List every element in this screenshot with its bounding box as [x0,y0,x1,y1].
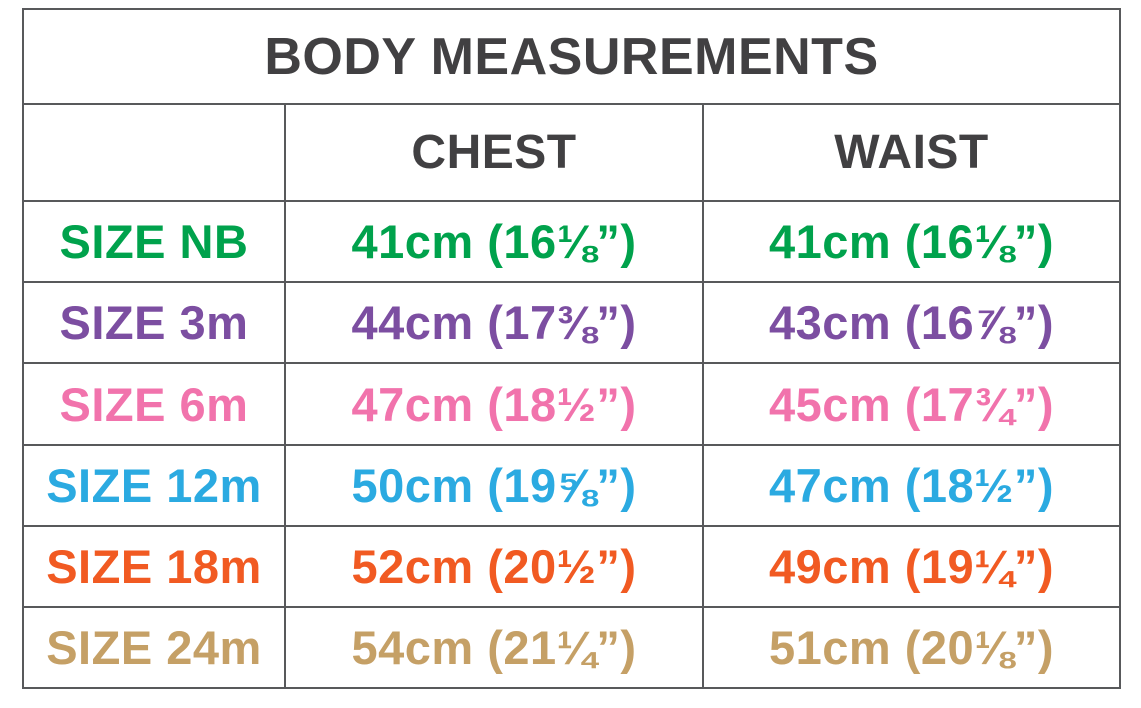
waist-value: 49cm (19¼”) [701,524,1122,608]
chest-value: 54cm (21¼”) [284,605,704,690]
size-row-6m: SIZE 6m 47cm (18½”) 45cm (17¾”) [22,362,1122,446]
size-label: SIZE 18m [22,524,286,608]
waist-value: 51cm (20⅛”) [701,605,1122,690]
waist-value: 47cm (18½”) [701,443,1122,527]
column-header-empty [22,103,286,203]
chest-value: 50cm (19⅝”) [284,443,704,527]
waist-value: 43cm (16⅞”) [701,281,1122,365]
column-header-chest: CHEST [284,103,704,203]
column-header-row: CHEST WAIST [22,103,1122,203]
chest-value: 44cm (17⅜”) [284,281,704,365]
waist-value: 41cm (16⅛”) [701,200,1122,284]
chest-value: 47cm (18½”) [284,362,704,446]
size-row-3m: SIZE 3m 44cm (17⅜”) 43cm (16⅞”) [22,281,1122,365]
size-label: SIZE 3m [22,281,286,365]
body-measurements-table: BODY MEASUREMENTS CHEST WAIST SIZE NB 41… [21,7,1122,690]
size-row-24m: SIZE 24m 54cm (21¼”) 51cm (20⅛”) [22,605,1122,690]
size-row-12m: SIZE 12m 50cm (19⅝”) 47cm (18½”) [22,443,1122,527]
size-row-nb: SIZE NB 41cm (16⅛”) 41cm (16⅛”) [22,200,1122,284]
chest-value: 41cm (16⅛”) [284,200,704,284]
size-label: SIZE 12m [22,443,286,527]
size-label: SIZE NB [22,200,286,284]
table-title: BODY MEASUREMENTS [21,7,1122,106]
waist-value: 45cm (17¾”) [701,362,1122,446]
chest-value: 52cm (20½”) [284,524,704,608]
size-label: SIZE 6m [22,362,286,446]
table-title-row: BODY MEASUREMENTS [21,7,1122,106]
column-header-waist: WAIST [701,103,1122,203]
size-label: SIZE 24m [22,605,286,690]
size-row-18m: SIZE 18m 52cm (20½”) 49cm (19¼”) [22,524,1122,608]
